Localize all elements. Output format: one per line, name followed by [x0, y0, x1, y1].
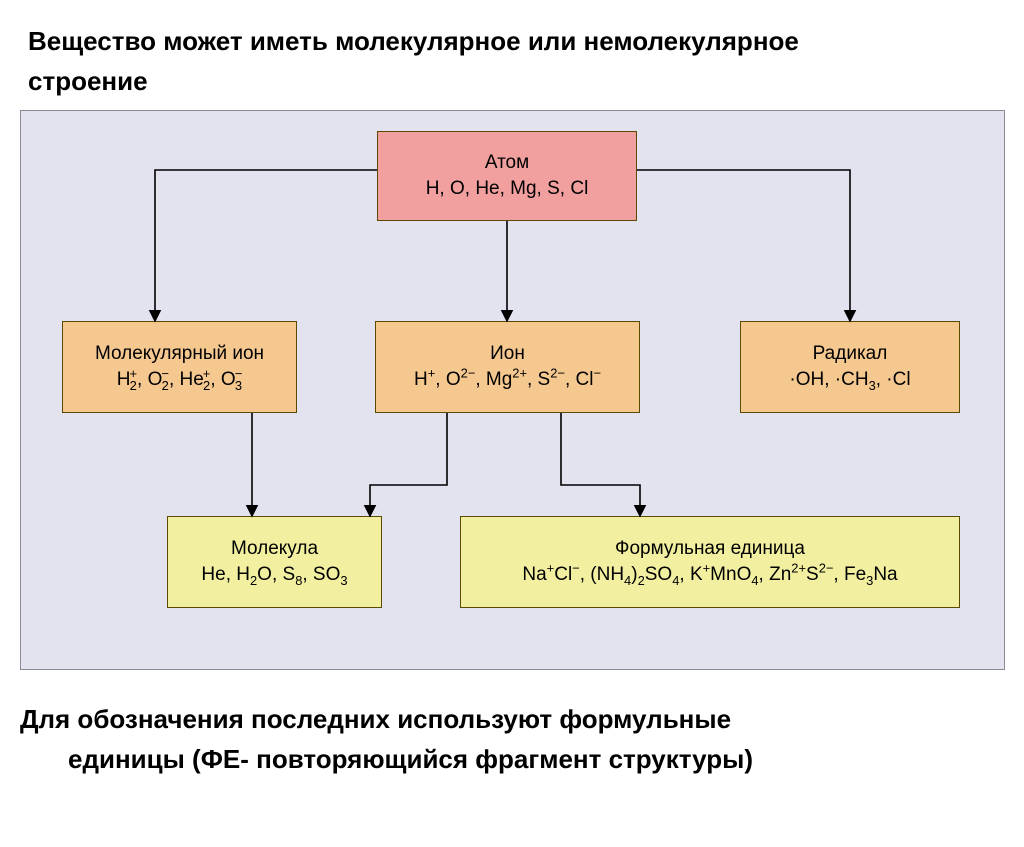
box-fe-body: Na+Cl−, (NH4)2SO4, K+MnO4, Zn2+S2−, Fe3N…: [522, 562, 897, 588]
box-ion: Ион H+, O2−, Mg2+, S2−, Cl−: [375, 321, 640, 413]
box-formula-unit: Формульная единица Na+Cl−, (NH4)2SO4, K+…: [460, 516, 960, 608]
box-fe-title: Формульная единица: [615, 536, 805, 562]
box-molecular-ion: Молекулярный ион H+2, O−2, He+2, O−3: [62, 321, 297, 413]
box-atom-title: Атом: [485, 150, 529, 176]
box-mion-title: Молекулярный ион: [95, 341, 264, 367]
box-mion-body: H+2, O−2, He+2, O−3: [117, 367, 242, 393]
box-mol-title: Молекула: [231, 536, 318, 562]
box-rad-body: ·OH, ·CH3, ·Cl: [789, 367, 910, 393]
box-ion-body: H+, O2−, Mg2+, S2−, Cl−: [414, 367, 601, 393]
footer-line2: единицы (ФЕ- повторяющийся фрагмент стру…: [68, 740, 1024, 779]
box-rad-title: Радикал: [813, 341, 888, 367]
box-radical: Радикал ·OH, ·CH3, ·Cl: [740, 321, 960, 413]
box-mol-body: He, H2O, S8, SO3: [201, 562, 347, 588]
header-line2: строение: [28, 62, 988, 101]
box-atom: Атом H, O, He, Mg, S, Cl: [377, 131, 637, 221]
footer-line1: Для обозначения последних используют фор…: [20, 700, 990, 739]
box-atom-body: H, O, He, Mg, S, Cl: [426, 176, 589, 202]
box-molecule: Молекула He, H2O, S8, SO3: [167, 516, 382, 608]
header-line1: Вещество может иметь молекулярное или не…: [28, 22, 988, 61]
box-ion-title: Ион: [490, 341, 525, 367]
